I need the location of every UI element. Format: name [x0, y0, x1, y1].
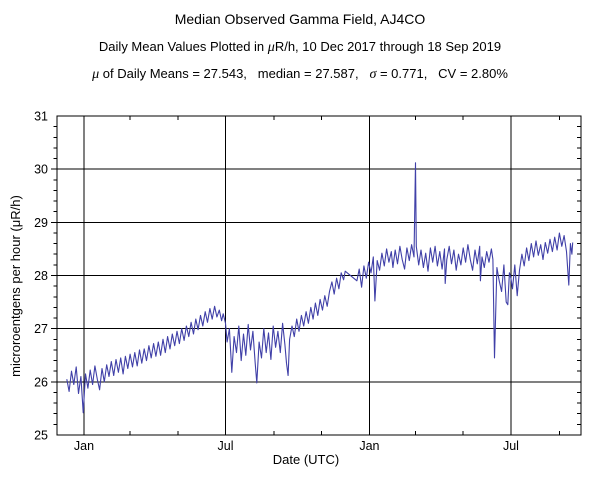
chart-stats-line: μ of Daily Means = 27.543, median = 27.5… — [0, 66, 600, 83]
x-tick-label: Jul — [218, 439, 234, 453]
y-tick-label: 30 — [34, 163, 48, 177]
y-axis-label: microroentgens per hour (μR/h) — [8, 195, 23, 377]
chart-subtitle: Daily Mean Values Plotted in μR/h, 10 De… — [0, 39, 600, 56]
y-tick-label: 27 — [34, 322, 48, 336]
greek-symbol: μ — [92, 66, 100, 82]
y-tick-label: 26 — [34, 375, 48, 389]
text-part: of Daily Means = 27.543, — [99, 66, 258, 81]
data-line — [66, 162, 574, 414]
text-part: median = 27.587, — [257, 66, 370, 81]
text-part: Daily Mean Values Plotted in — [98, 39, 268, 54]
chart-title: Median Observed Gamma Field, AJ4CO — [174, 11, 426, 27]
x-tick-label: Jan — [359, 439, 379, 453]
x-tick-label: Jan — [74, 439, 94, 453]
y-tick-label: 31 — [34, 110, 48, 124]
x-axis-label: Date (UTC) — [273, 452, 339, 467]
x-tick-label: Jul — [503, 439, 519, 453]
text-part: = 0.771, — [376, 66, 439, 81]
y-tick-label: 28 — [34, 269, 48, 283]
greek-symbol: σ — [369, 66, 377, 82]
text-part: R/h, 10 Dec 2017 through 18 Sep 2019 — [274, 39, 502, 54]
text-part: CV = 2.80% — [438, 66, 508, 81]
y-tick-label: 29 — [34, 216, 48, 230]
greek-symbol: μ — [267, 39, 275, 55]
y-tick-label: 25 — [34, 429, 48, 443]
